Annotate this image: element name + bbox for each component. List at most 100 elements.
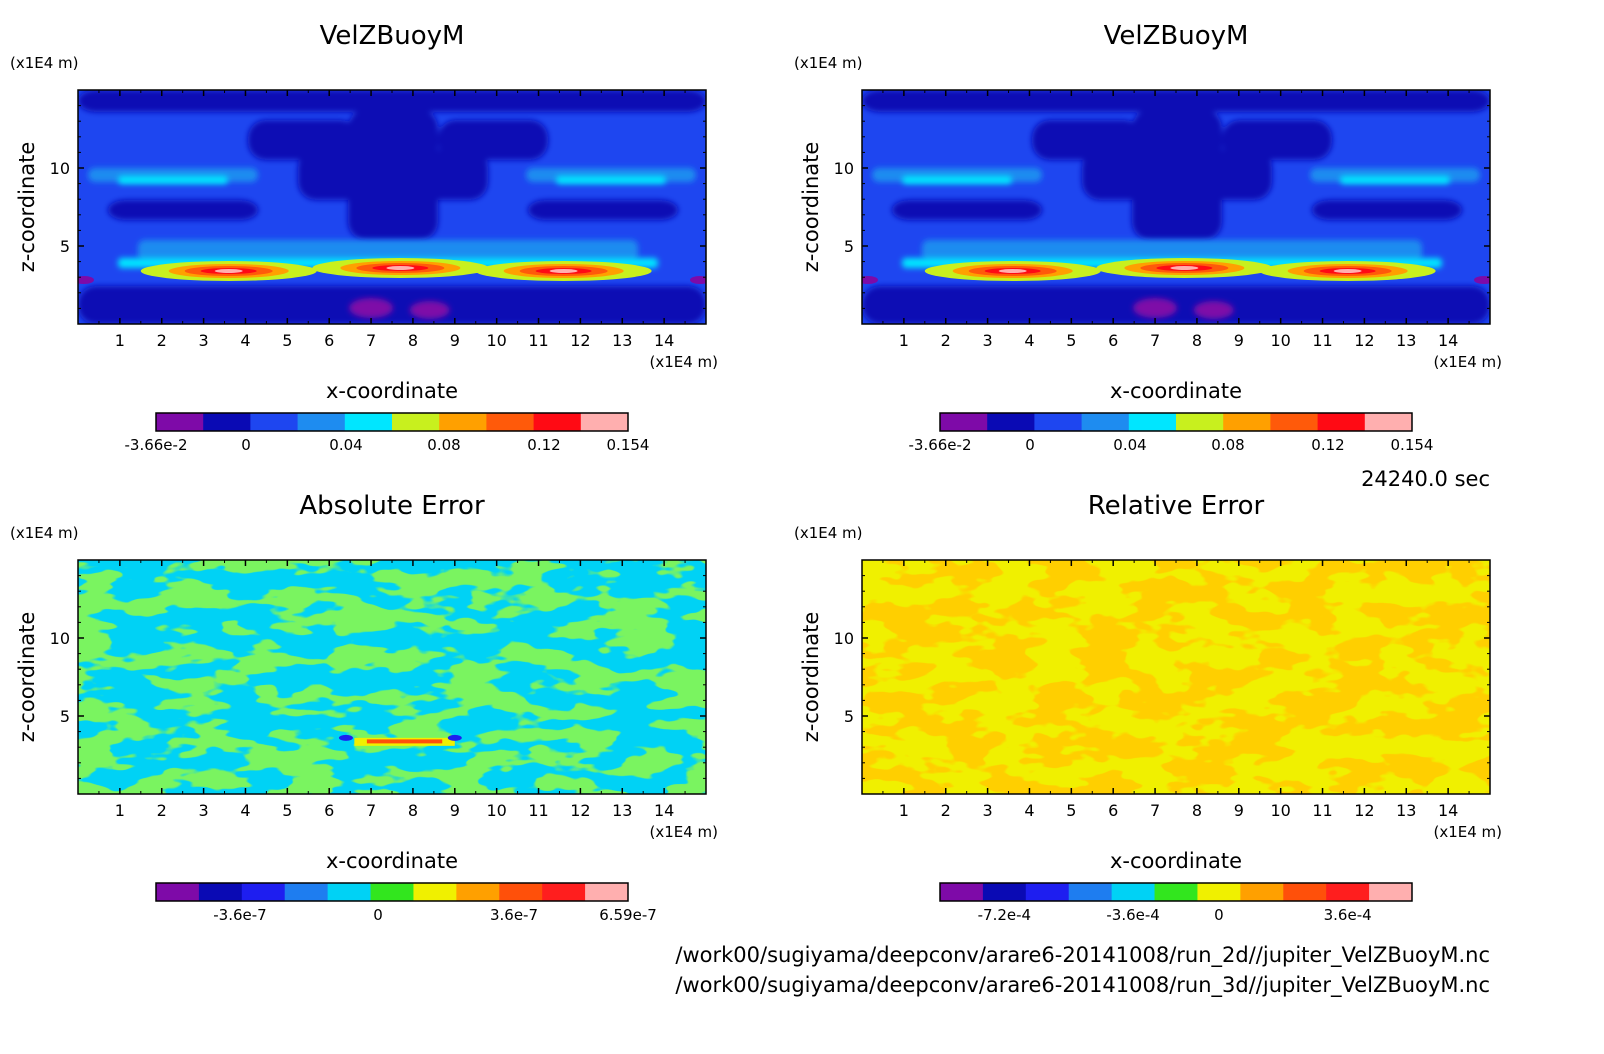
cyan-region bbox=[118, 176, 228, 184]
colorbar-segment bbox=[1223, 413, 1271, 431]
colorbar-label: 0 bbox=[1025, 436, 1035, 454]
red-band bbox=[366, 739, 443, 744]
x-unit-label: (x1E4 m) bbox=[1433, 353, 1502, 371]
colorbar-label: -3.66e-2 bbox=[909, 436, 972, 454]
x-tick-label: 13 bbox=[1396, 331, 1416, 350]
x-tick-label: 1 bbox=[899, 331, 909, 350]
colorbar-segment bbox=[1176, 413, 1224, 431]
x-tick-label: 4 bbox=[240, 331, 250, 350]
x-tick-label: 7 bbox=[366, 331, 376, 350]
file-path-3d: /work00/sugiyama/deepconv/arare6-2014100… bbox=[675, 973, 1490, 998]
x-tick-label: 4 bbox=[1024, 331, 1034, 350]
dark-blue-region bbox=[78, 90, 706, 112]
colorbar-segment bbox=[203, 413, 251, 431]
x-tick-label: 8 bbox=[1192, 801, 1202, 820]
x-tick-label: 3 bbox=[983, 331, 993, 350]
cyan-region bbox=[902, 176, 1012, 184]
colorbar-segment bbox=[327, 883, 372, 901]
y-unit-label: (x1E4 m) bbox=[794, 54, 863, 72]
x-tick-label: 2 bbox=[941, 331, 951, 350]
x-tick-label: 9 bbox=[450, 801, 460, 820]
peak-blob bbox=[386, 266, 415, 270]
field-plot bbox=[862, 90, 1490, 324]
colorbar-label: 3.6e-4 bbox=[1324, 906, 1372, 924]
x-tick-label: 9 bbox=[1234, 801, 1244, 820]
colorbar-segment bbox=[940, 883, 984, 901]
x-axis-label: x-coordinate bbox=[326, 849, 458, 873]
colorbar-segment bbox=[1154, 883, 1198, 901]
colorbar-label: 0.04 bbox=[329, 436, 362, 454]
purple-edge bbox=[78, 276, 94, 284]
chart-panel-1: VelZBuoyM(x1E4 m)1 2 3 4 5 6 7 8 9 10 11 12 13 14510(… bbox=[10, 21, 718, 454]
colorbar-label: 0 bbox=[241, 436, 251, 454]
x-tick-label: 13 bbox=[612, 801, 632, 820]
x-tick-label: 8 bbox=[1192, 331, 1202, 350]
x-tick-label: 1 bbox=[115, 331, 125, 350]
x-tick-label: 12 bbox=[570, 331, 590, 350]
purple-edge bbox=[1474, 276, 1490, 284]
x-tick-label: 8 bbox=[408, 801, 418, 820]
colorbar-segment bbox=[1128, 413, 1177, 431]
colorbar-segment bbox=[987, 413, 1035, 431]
colorbar-segment bbox=[585, 883, 629, 901]
dark-blue-region bbox=[248, 120, 358, 160]
chart-panel-2: VelZBuoyM(x1E4 m)1 2 3 4 5 6 7 8 9 10 11 12 13 14510(… bbox=[794, 21, 1502, 454]
x-tick-label: 5 bbox=[282, 801, 292, 820]
colorbar-segment bbox=[1270, 413, 1319, 431]
x-tick-label: 6 bbox=[324, 331, 334, 350]
x-tick-label: 13 bbox=[1396, 801, 1416, 820]
colorbar-segment bbox=[1283, 883, 1327, 901]
x-tick-label: 1 bbox=[899, 801, 909, 820]
chart-title: Relative Error bbox=[1088, 491, 1265, 521]
colorbar-segment bbox=[1317, 413, 1366, 431]
x-tick-label: 11 bbox=[528, 801, 548, 820]
colorbar-frame bbox=[155, 412, 629, 432]
colorbar-segment bbox=[499, 883, 543, 901]
colorbar-label: 0.08 bbox=[427, 436, 460, 454]
x-tick-label: 12 bbox=[1354, 331, 1374, 350]
y-unit-label: (x1E4 m) bbox=[10, 54, 79, 72]
x-tick-label: 14 bbox=[654, 801, 674, 820]
orange-patches bbox=[862, 560, 1490, 794]
x-tick-label: 8 bbox=[408, 331, 418, 350]
green-patches bbox=[78, 560, 706, 794]
cyan-region bbox=[556, 176, 666, 184]
x-tick-label: 4 bbox=[1024, 801, 1034, 820]
colorbar-segment bbox=[241, 883, 286, 901]
colorbar-segment bbox=[1025, 883, 1070, 901]
time-label: 24240.0 sec bbox=[1361, 467, 1490, 491]
colorbar-segment bbox=[533, 413, 582, 431]
y-tick-label: 10 bbox=[50, 629, 70, 648]
x-unit-label: (x1E4 m) bbox=[649, 823, 718, 841]
colorbar-segment bbox=[413, 883, 457, 901]
y-unit-label: (x1E4 m) bbox=[10, 524, 79, 542]
y-axis-label: z-coordinate bbox=[15, 142, 39, 273]
colorbar-segment bbox=[486, 413, 535, 431]
colorbar-label: 0.12 bbox=[527, 436, 560, 454]
colorbar-segment bbox=[439, 413, 487, 431]
dark-blue-region bbox=[892, 200, 1042, 220]
y-axis-label: z-coordinate bbox=[15, 612, 39, 743]
blue-dip bbox=[447, 734, 462, 741]
error-band bbox=[338, 734, 462, 746]
colorbar-segment bbox=[1197, 883, 1241, 901]
colorbar-label: 0.08 bbox=[1211, 436, 1244, 454]
x-tick-label: 10 bbox=[1270, 331, 1290, 350]
chart-panel-3: Absolute Error(x1E4 m)1 2 3 4 5 6 7 8 9 10 11 12 13 1… bbox=[10, 491, 718, 924]
y-tick-label: 5 bbox=[844, 237, 854, 256]
colorbar-label: -3.6e-7 bbox=[213, 906, 266, 924]
purple-blob bbox=[349, 298, 394, 318]
x-tick-label: 9 bbox=[450, 331, 460, 350]
dark-blue-region bbox=[1132, 110, 1222, 240]
dark-blue-region bbox=[862, 90, 1490, 112]
colorbar-segment bbox=[284, 883, 329, 901]
x-tick-label: 3 bbox=[199, 331, 209, 350]
colorbar-segment bbox=[198, 883, 243, 901]
peak-blob bbox=[1333, 269, 1362, 273]
purple-edge bbox=[690, 276, 706, 284]
colorbar-segment bbox=[1068, 883, 1113, 901]
file-path-2d: /work00/sugiyama/deepconv/arare6-2014100… bbox=[675, 943, 1490, 968]
y-unit-label: (x1E4 m) bbox=[794, 524, 863, 542]
cyan-region bbox=[1340, 176, 1450, 184]
x-tick-label: 10 bbox=[486, 331, 506, 350]
